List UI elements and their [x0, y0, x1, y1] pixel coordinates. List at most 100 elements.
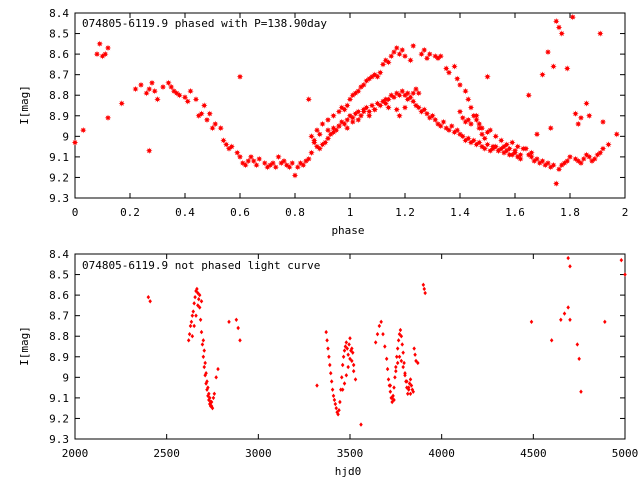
phased-data-point	[143, 89, 150, 97]
unphased-x-tick-label: 3500	[337, 447, 364, 460]
unphased-data-point	[201, 338, 206, 343]
unphased-data-point	[340, 387, 345, 392]
phased-data-point	[514, 143, 521, 150]
unphased-data-point	[204, 371, 208, 376]
phased-data-point	[366, 108, 373, 115]
phased-data-point	[393, 106, 400, 113]
phased-data-point	[426, 50, 433, 58]
unphased-y-axis-label: I[mag]	[18, 326, 31, 366]
phased-data-point	[465, 116, 472, 124]
phased-data-point	[363, 104, 370, 111]
phased-data-point	[355, 108, 362, 115]
unphased-data-point	[379, 319, 383, 325]
unphased-data-point	[187, 331, 192, 337]
phased-data-point	[459, 114, 466, 122]
phased-data-point	[445, 126, 453, 134]
unphased-data-point	[409, 383, 414, 388]
phased-data-point	[209, 124, 216, 132]
unphased-data-point	[397, 354, 402, 359]
phased-data-point	[261, 159, 268, 167]
unphased-data-point	[190, 313, 195, 318]
phased-data-point	[476, 124, 483, 132]
unphased-data-point	[202, 364, 207, 370]
unphased-data-point	[350, 346, 354, 351]
phased-data-point	[118, 100, 125, 107]
phased-data-point	[335, 108, 343, 115]
phased-data-point	[572, 110, 579, 117]
phased-x-ticks: 0 0.2 0.4 0.6 0.8 1 1.2 1.4 1.6 1.8 2	[72, 13, 628, 219]
phased-data-point	[489, 143, 497, 150]
phased-data-point	[168, 83, 175, 91]
phased-data-point	[198, 110, 205, 117]
phased-data-point	[399, 46, 406, 54]
phased-data-point	[533, 155, 541, 163]
unphased-y-tick-label: 8.4	[49, 248, 69, 261]
phased-data-point	[291, 172, 299, 179]
phased-data-point	[355, 116, 362, 124]
unphased-data-point	[385, 366, 390, 372]
phased-data-point	[341, 106, 348, 113]
phased-data-point	[583, 100, 590, 107]
unphased-data-point	[346, 364, 350, 370]
phased-data-point	[566, 153, 574, 161]
phased-data-point	[575, 120, 582, 128]
unphased-x-axis-label: hjd0	[335, 465, 362, 478]
phased-data-point	[300, 161, 307, 169]
phased-data-point	[247, 153, 255, 161]
phased-y-tick-label: 8.5	[49, 28, 69, 41]
unphased-data-point	[395, 346, 400, 351]
unphased-data-point	[194, 313, 198, 318]
unphased-data-point	[207, 395, 212, 401]
unphased-data-point	[347, 342, 351, 347]
phased-data-point	[470, 112, 477, 119]
phased-data-point	[93, 50, 101, 58]
phased-data-point	[498, 137, 505, 144]
unphased-data-point	[331, 393, 336, 399]
unphased-data-point	[392, 397, 396, 403]
unphased-data-point	[403, 373, 407, 378]
phased-data-point	[360, 108, 367, 115]
phased-data-point	[445, 69, 453, 76]
phased-data-point	[506, 151, 513, 159]
phased-data-point	[437, 52, 444, 60]
phased-points	[71, 13, 620, 187]
unphased-data-point	[566, 255, 570, 261]
phased-data-point	[272, 163, 279, 171]
unphased-data-point	[195, 286, 199, 292]
unphased-data-point	[386, 377, 391, 382]
unphased-data-point	[199, 329, 204, 335]
phased-data-point	[577, 159, 585, 167]
phased-data-point	[396, 50, 403, 58]
phased-data-point	[467, 120, 475, 128]
unphased-data-point	[575, 342, 580, 347]
phased-data-point	[613, 131, 620, 138]
unphased-data-point	[328, 362, 332, 368]
unphased-data-point	[200, 342, 205, 347]
phased-data-point	[500, 143, 508, 150]
unphased-data-point	[562, 311, 567, 316]
unphased-data-point	[199, 299, 204, 304]
unphased-y-tick-label: 8.5	[49, 269, 69, 282]
unphased-data-point	[328, 371, 333, 376]
phased-data-point	[487, 126, 494, 134]
phased-data-point	[390, 94, 398, 101]
phased-data-point	[432, 116, 439, 124]
unphased-data-point	[392, 385, 396, 390]
phased-data-point	[539, 157, 546, 165]
unphased-data-point	[341, 354, 346, 359]
unphased-x-tick-label: 2500	[153, 447, 180, 460]
phased-x-tick-label: 0.8	[285, 206, 305, 219]
unphased-data-point	[208, 399, 213, 405]
phased-data-point	[330, 112, 337, 119]
unphased-y-tick-label: 9.1	[49, 392, 69, 405]
phased-data-point	[335, 122, 343, 130]
phased-data-point	[176, 92, 183, 99]
phased-data-point	[539, 71, 546, 78]
phased-data-point	[344, 124, 351, 132]
phased-data-point	[151, 87, 158, 95]
phased-y-tick-label: 8.7	[49, 69, 69, 82]
unphased-y-tick-label: 8.9	[49, 351, 69, 364]
phased-data-point	[399, 87, 406, 95]
phased-data-point	[401, 52, 409, 60]
phased-data-point	[374, 73, 381, 80]
